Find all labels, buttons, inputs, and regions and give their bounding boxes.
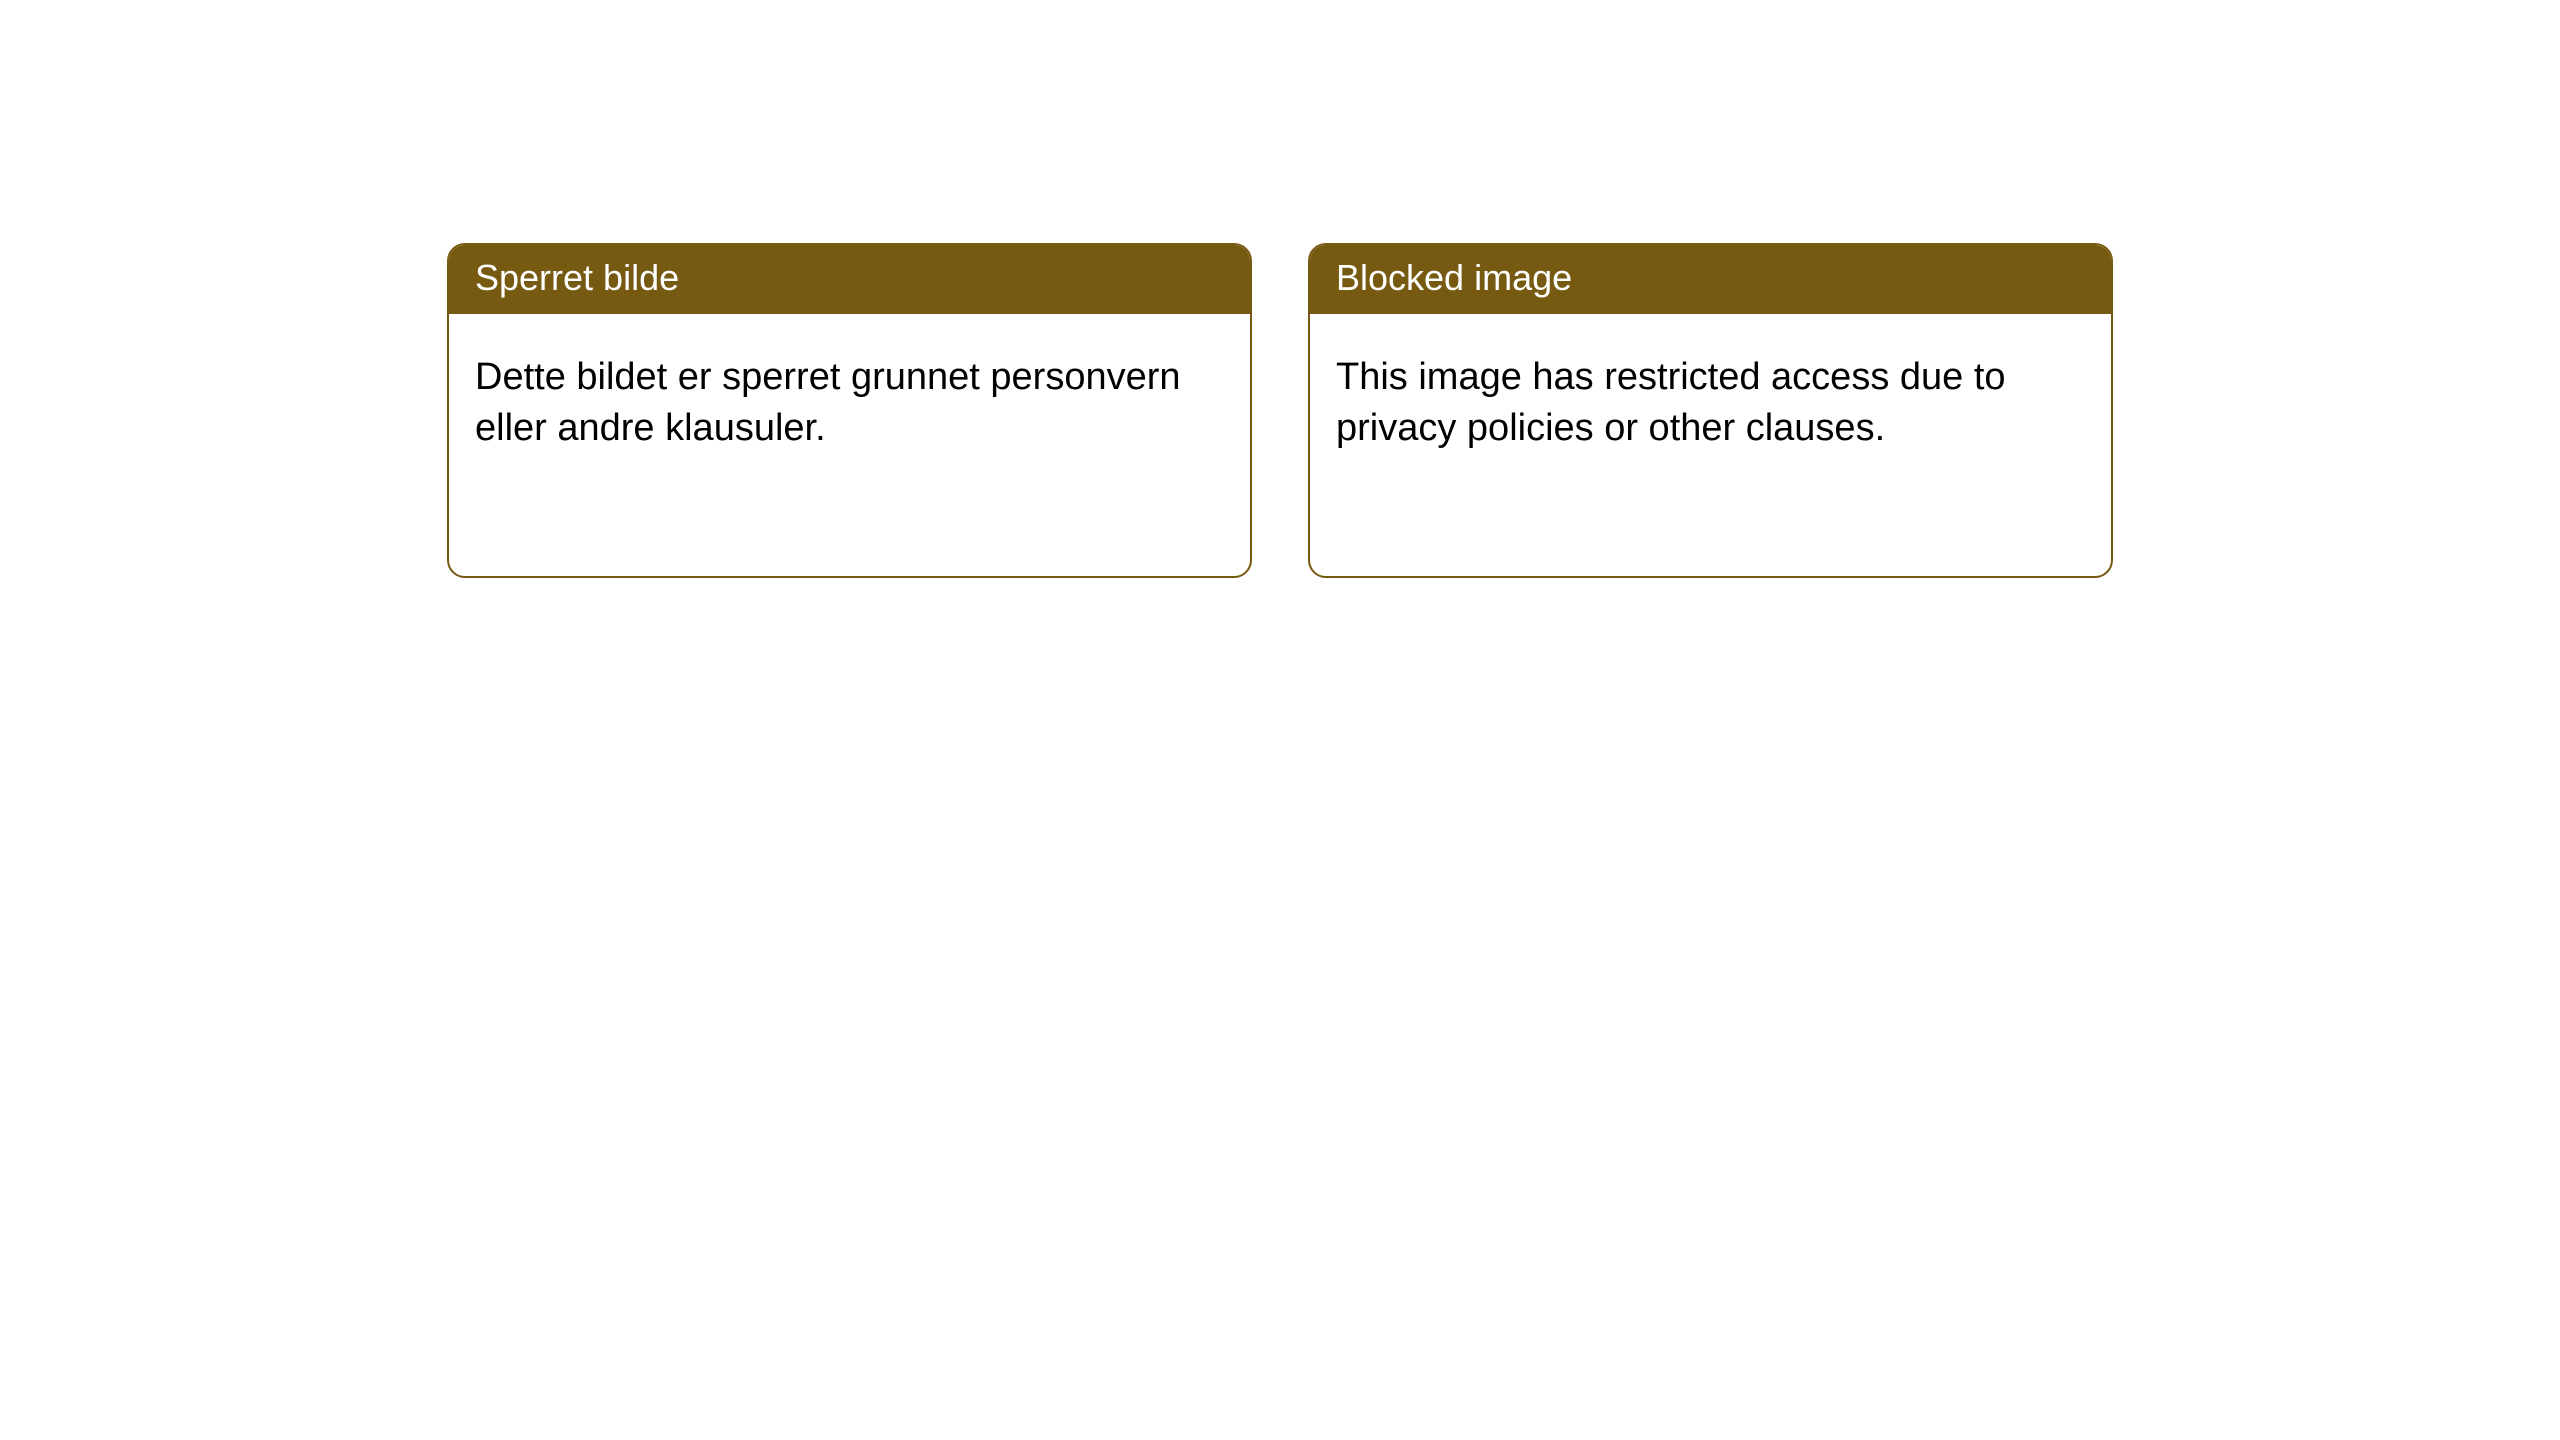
notice-card-body: This image has restricted access due to … xyxy=(1310,314,2111,481)
notice-card-no: Sperret bilde Dette bildet er sperret gr… xyxy=(447,243,1252,578)
notice-container: Sperret bilde Dette bildet er sperret gr… xyxy=(0,0,2560,578)
notice-card-title: Sperret bilde xyxy=(449,245,1250,314)
notice-card-body: Dette bildet er sperret grunnet personve… xyxy=(449,314,1250,481)
notice-card-en: Blocked image This image has restricted … xyxy=(1308,243,2113,578)
notice-card-title: Blocked image xyxy=(1310,245,2111,314)
